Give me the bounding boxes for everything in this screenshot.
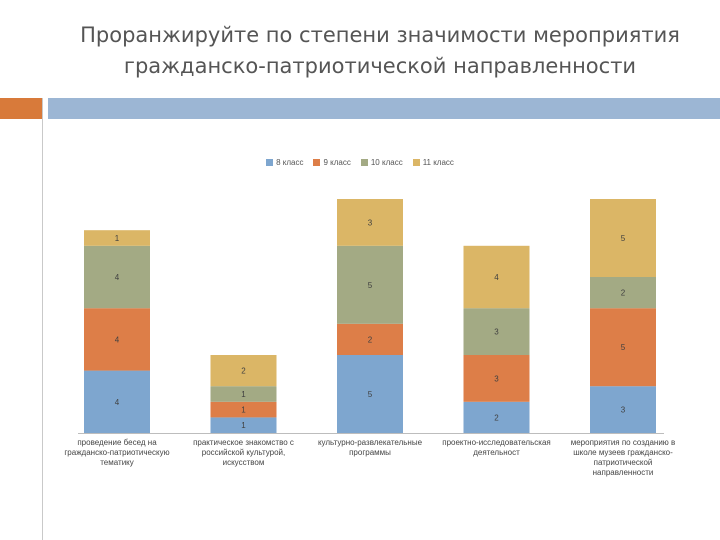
legend-item-3: 10 класс bbox=[360, 158, 403, 167]
category-label: мероприятия по созданию в школе музеев г… bbox=[570, 438, 676, 477]
bar-segment bbox=[337, 323, 403, 355]
bar-segment bbox=[463, 308, 530, 355]
legend-label: 9 класс bbox=[323, 158, 351, 167]
data-label: 2 bbox=[621, 289, 626, 298]
data-label: 5 bbox=[621, 343, 626, 352]
legend-swatch bbox=[412, 159, 420, 166]
data-label: 1 bbox=[241, 390, 246, 399]
bar-segment bbox=[463, 355, 530, 402]
data-label: 5 bbox=[621, 234, 626, 243]
bar-segment bbox=[210, 355, 277, 387]
slide-title: Проранжируйте по степени значимости меро… bbox=[60, 20, 700, 82]
data-label: 4 bbox=[115, 335, 120, 344]
data-label: 5 bbox=[368, 390, 373, 399]
title-line-2: гражданско-патриотической направленности bbox=[123, 54, 637, 78]
category-label: культурно-развлекательные программы bbox=[317, 438, 423, 457]
data-label: 3 bbox=[621, 406, 626, 415]
bar-segment bbox=[84, 230, 150, 246]
data-label: 2 bbox=[241, 367, 246, 376]
legend-swatch bbox=[266, 159, 274, 166]
legend-item-4: 11 класс bbox=[412, 158, 454, 167]
data-label: 1 bbox=[241, 421, 246, 430]
category-label: проведение бесед на гражданско-патриотич… bbox=[64, 438, 170, 467]
data-label: 1 bbox=[115, 234, 120, 243]
data-label: 3 bbox=[368, 218, 373, 227]
bar-segment bbox=[463, 245, 530, 309]
bar-segment bbox=[84, 245, 150, 309]
data-label: 4 bbox=[494, 273, 499, 282]
bar-segment bbox=[337, 245, 403, 324]
bar-segment bbox=[84, 308, 150, 371]
data-label: 1 bbox=[241, 406, 246, 415]
data-label: 2 bbox=[494, 413, 499, 422]
bar-segment bbox=[337, 199, 403, 246]
title-line-1: Проранжируйте по степени значимости меро… bbox=[80, 23, 680, 47]
category-label: проектно-исследовательская деятельност bbox=[442, 438, 551, 457]
legend-item-2: 9 класс bbox=[313, 158, 351, 167]
bar-segment bbox=[210, 417, 277, 433]
bar-segment bbox=[590, 386, 656, 433]
chart-legend: 8 класс 9 класс 10 класс 11 класс bbox=[0, 158, 720, 167]
bar-segment bbox=[590, 308, 656, 387]
bar-segment bbox=[210, 401, 277, 418]
data-label: 5 bbox=[368, 281, 373, 290]
bar-segment bbox=[337, 355, 403, 433]
legend-label: 8 класс bbox=[276, 158, 304, 167]
bar-segment bbox=[590, 199, 656, 277]
legend-label: 11 класс bbox=[422, 158, 454, 167]
data-label: 3 bbox=[494, 374, 499, 383]
accent-bar-orange bbox=[0, 98, 42, 119]
data-label: 4 bbox=[115, 273, 120, 282]
legend-label: 10 класс bbox=[370, 158, 403, 167]
legend-swatch bbox=[313, 159, 321, 166]
accent-bar-blue bbox=[48, 98, 720, 119]
legend-item-1: 8 класс bbox=[266, 158, 303, 167]
data-label: 4 bbox=[115, 398, 120, 407]
bar-segment bbox=[84, 370, 150, 433]
bar-segment bbox=[590, 277, 656, 309]
category-label: практическое знакомство с российской кул… bbox=[193, 438, 294, 467]
legend-swatch bbox=[360, 159, 368, 166]
bar-segment bbox=[210, 386, 277, 402]
data-label: 3 bbox=[494, 328, 499, 337]
bar-segment bbox=[463, 401, 530, 433]
left-divider-line bbox=[42, 98, 43, 540]
data-label: 2 bbox=[368, 335, 373, 344]
